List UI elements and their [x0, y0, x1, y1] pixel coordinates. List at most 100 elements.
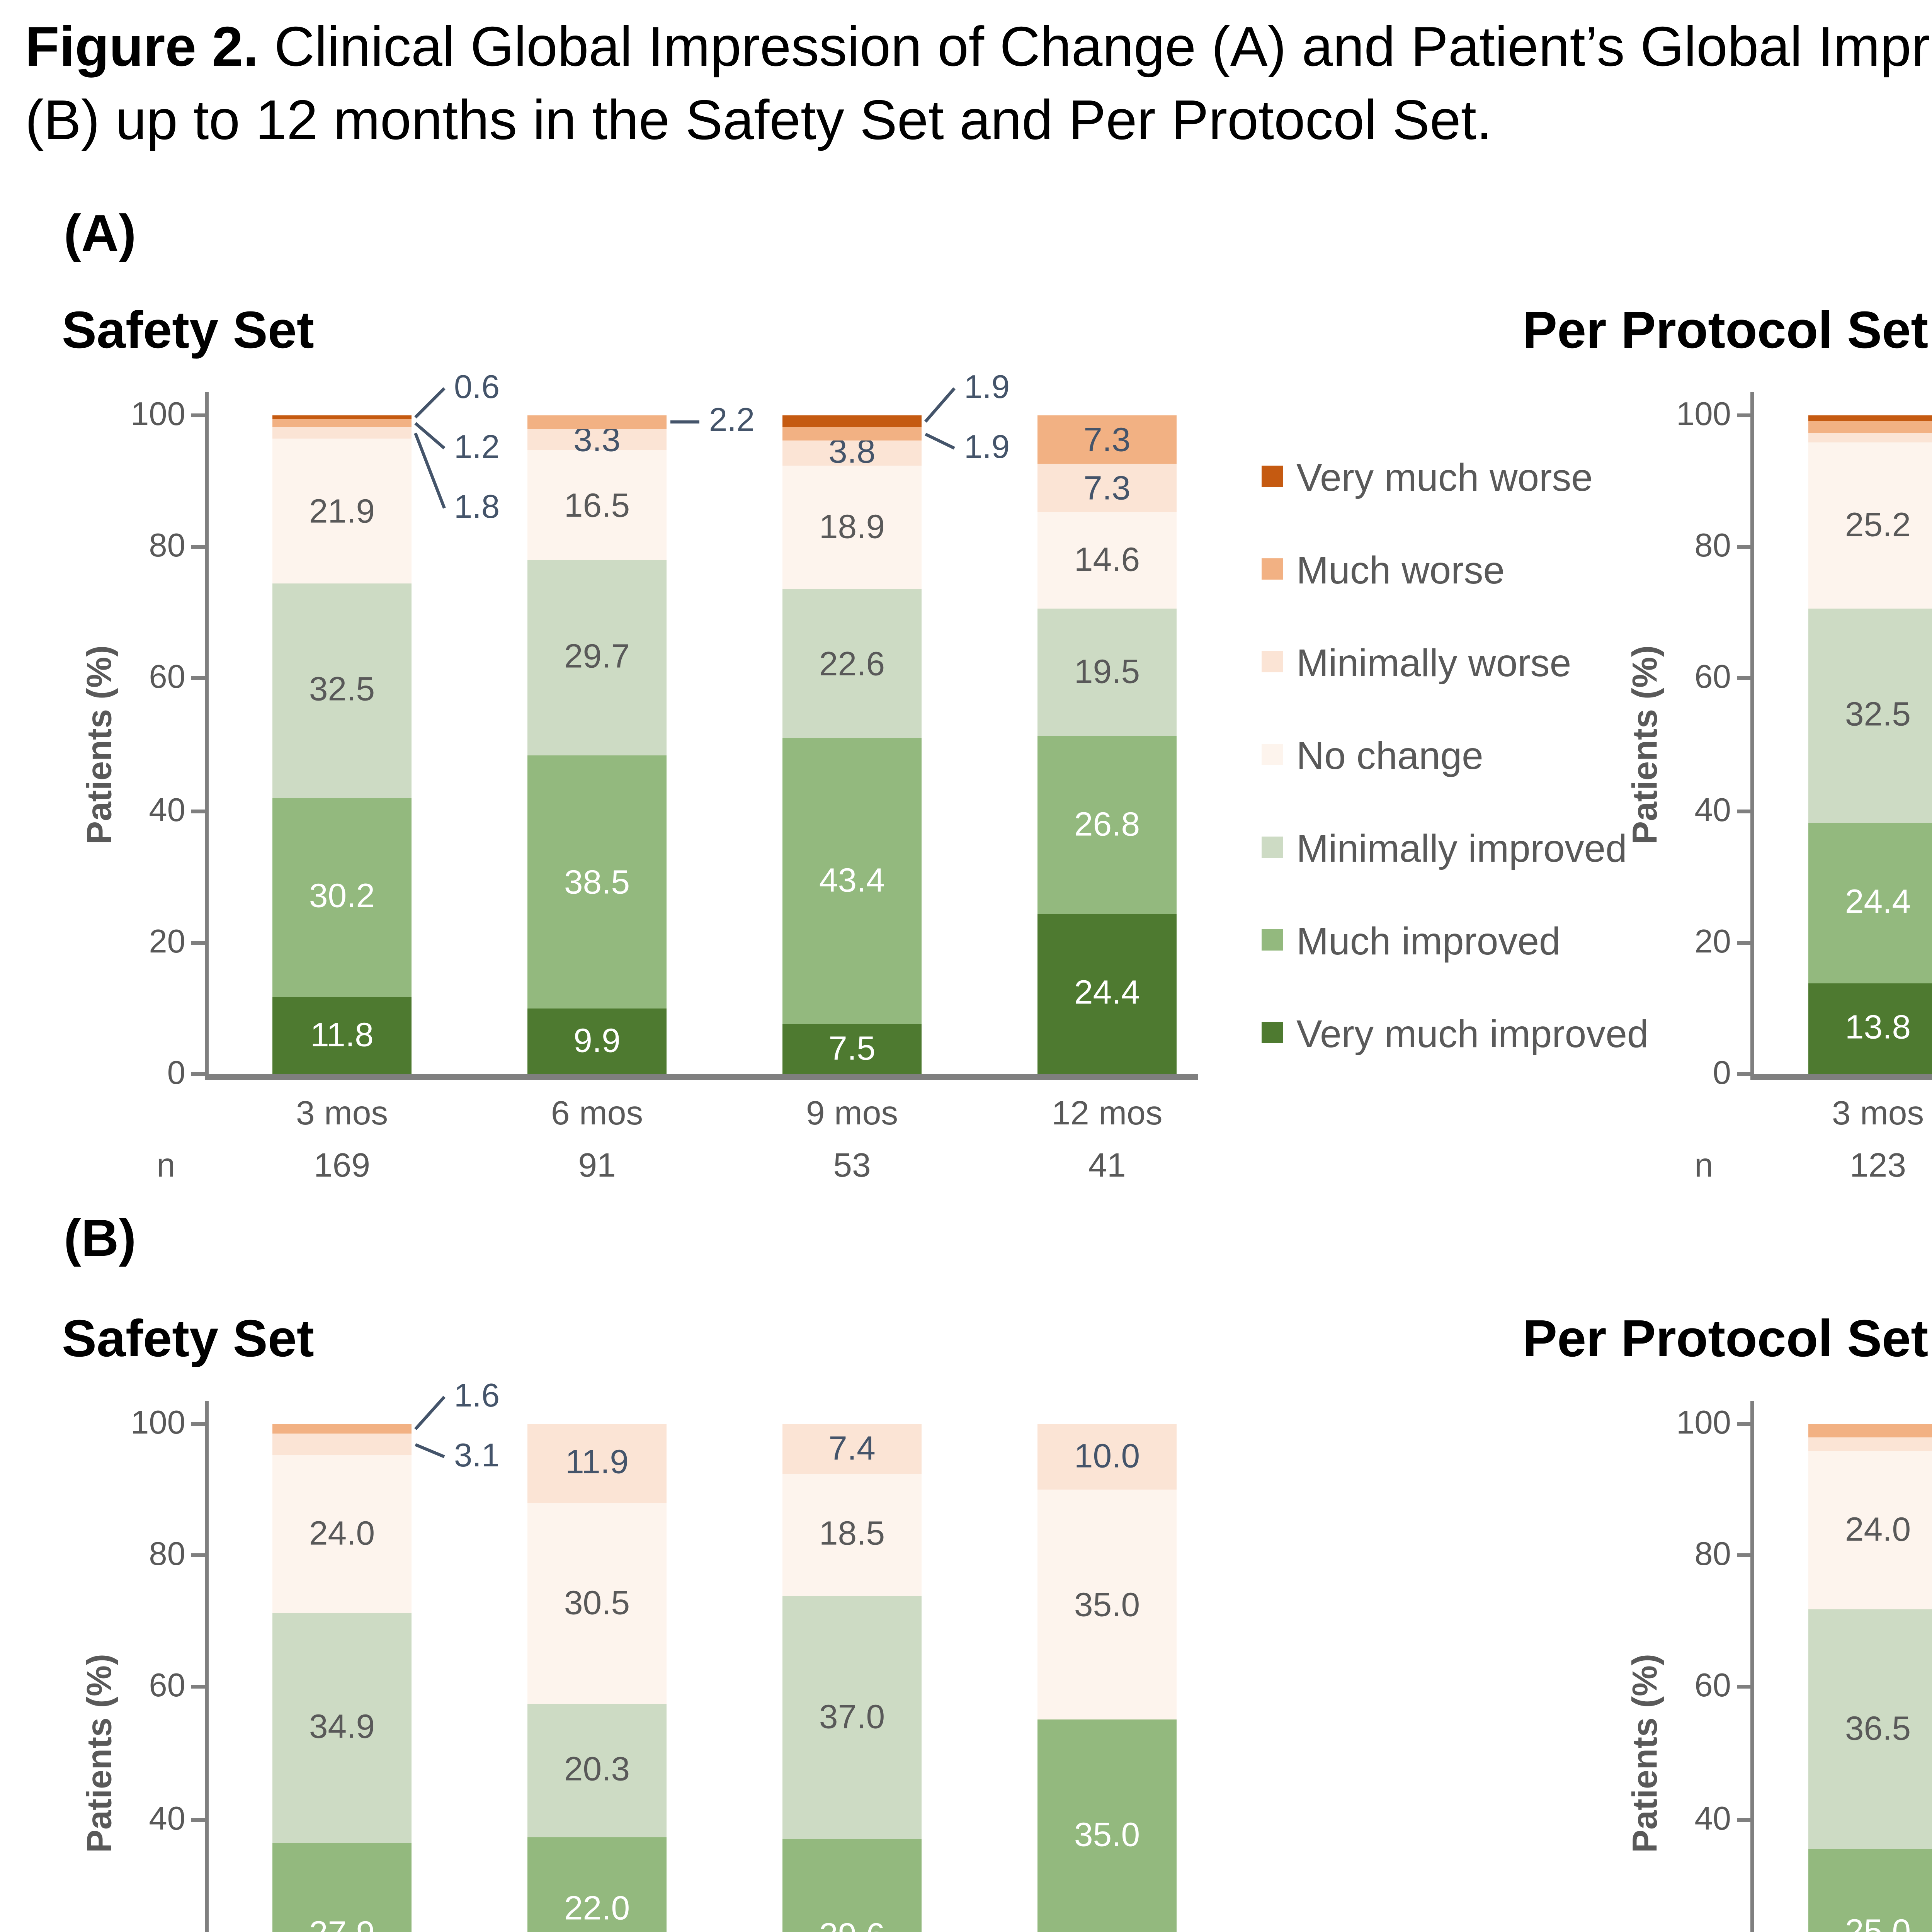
y-tick-mark [191, 1685, 209, 1690]
n-row-header: n [1694, 1146, 1713, 1184]
y-tick-label: 20 [149, 923, 185, 960]
callout-line [925, 432, 955, 450]
bar-segment [1037, 1720, 1177, 1932]
bar-segment [1037, 1490, 1177, 1721]
bar-segment-label: 29.7 [564, 637, 630, 676]
bar-segment [1808, 1451, 1932, 1609]
y-tick-label: 100 [131, 396, 185, 433]
bar-segment [1808, 1849, 1932, 1932]
y-tick-label: 0 [1713, 1055, 1731, 1092]
bar-segment-label: 22.0 [564, 1889, 630, 1928]
y-tick-label: 60 [149, 1668, 185, 1705]
bar-segment [527, 755, 667, 1009]
bar-segment-label: 19.5 [1074, 652, 1140, 691]
bar-segment-label: 35.0 [1074, 1815, 1140, 1854]
bar-segment [1037, 737, 1177, 913]
bar-segment-label: 13.8 [1845, 1008, 1911, 1047]
n-value: 123 [1849, 1146, 1906, 1184]
chart-title-a-per-protocol-set: Per Protocol Set [1522, 301, 1929, 359]
callout-label: 1.2 [454, 429, 500, 466]
n-value: 41 [1088, 1146, 1126, 1184]
bar-segment [1037, 608, 1177, 737]
callout-label: 1.9 [964, 429, 1010, 466]
bar-segment [1808, 416, 1932, 422]
chart-title-a-safety-set: Safety Set [62, 301, 314, 359]
bar-segment [1808, 1609, 1932, 1850]
bar-segment-label: 9.9 [573, 1021, 621, 1060]
y-tick-mark [191, 1817, 209, 1821]
chart-title-b-per-protocol-set: Per Protocol Set [1522, 1310, 1929, 1368]
y-tick-mark [191, 940, 209, 945]
bar-segment [272, 797, 412, 997]
y-tick-mark [1737, 808, 1754, 813]
y-tick-label: 100 [131, 1405, 185, 1441]
x-axis-line [204, 1074, 1197, 1079]
callout-label: 0.6 [454, 369, 500, 406]
bar-segment [272, 583, 412, 798]
bar-segment-label: 18.9 [819, 507, 885, 546]
figure-title-line1: Figure 2. Clinical Global Impression of … [25, 12, 1932, 85]
bar-segment [1037, 416, 1177, 464]
bar-segment [782, 1025, 922, 1074]
bar-segment-label: 36.5 [1845, 1709, 1911, 1748]
bar-segment-label: 20.3 [564, 1750, 630, 1789]
bar-segment-label: 18.5 [819, 1514, 885, 1553]
chart-title-b-safety-set: Safety Set [62, 1310, 314, 1368]
legend-label: Much worse [1296, 551, 1505, 593]
bar-segment [1808, 822, 1932, 983]
bar-segment [782, 465, 922, 590]
figure-title-line2: (B) up to 12 months in the Safety Set an… [25, 91, 1492, 153]
bar-segment-label: 30.5 [564, 1582, 630, 1621]
y-tick-label: 80 [149, 1536, 185, 1573]
bar-segment-label: 14.6 [1074, 540, 1140, 579]
bar-segment [272, 427, 412, 439]
legend-label: Much improved [1296, 922, 1561, 964]
bar-segment-label: 22.6 [819, 644, 885, 683]
figure-title-text: Clinical Global Impression of Change (A)… [274, 17, 1932, 79]
bar-segment-label: 21.9 [309, 491, 375, 530]
y-axis-line [1750, 1401, 1754, 1932]
bar-segment-label: 24.0 [1845, 1509, 1911, 1548]
bar-segment [272, 1424, 412, 1435]
bar-segment [527, 1837, 667, 1932]
bar-segment [1808, 608, 1932, 823]
bar-segment-label: 7.3 [1083, 468, 1131, 507]
bar-segment-label: 24.4 [1074, 973, 1140, 1012]
callout-line [414, 422, 446, 450]
panel-label-a: (A) [64, 205, 136, 263]
y-tick-mark [1737, 545, 1754, 549]
y-tick-mark [1737, 1072, 1754, 1077]
bar-segment-label: 24.0 [309, 1514, 375, 1553]
y-tick-label: 40 [1694, 1799, 1731, 1837]
bar-segment-label: 32.5 [309, 670, 375, 709]
n-value: 53 [833, 1146, 871, 1184]
bar-segment [782, 428, 922, 440]
bar-segment-label: 27.9 [309, 1915, 375, 1932]
legend-label: Minimally worse [1296, 643, 1571, 686]
y-tick-mark [191, 1072, 209, 1077]
bar-segment-label: 30.2 [309, 876, 375, 915]
bar-segment [1037, 512, 1177, 609]
bar-segment [272, 1434, 412, 1455]
bar-segment [527, 451, 667, 560]
bar-segment-label: 11.8 [310, 1015, 374, 1054]
bar-segment [272, 1843, 412, 1932]
y-tick-label: 40 [1694, 791, 1731, 828]
bar-segment [527, 1009, 667, 1074]
y-tick-label: 0 [167, 1055, 185, 1092]
bar-segment-label: 29.6 [819, 1916, 885, 1932]
bar-segment [782, 590, 922, 739]
bar-segment [1037, 464, 1177, 512]
y-tick-mark [191, 545, 209, 549]
callout-line [414, 432, 446, 509]
callout-label: 1.8 [454, 489, 500, 526]
y-tick-label: 40 [149, 1799, 185, 1837]
bar-segment [1808, 442, 1932, 609]
x-category-label: 12 mos [1051, 1094, 1163, 1132]
bar-segment [527, 415, 667, 429]
bar-segment-label: 25.2 [1845, 505, 1911, 544]
x-category-label: 6 mos [551, 1094, 643, 1132]
y-tick-label: 80 [149, 527, 185, 565]
bar-segment-label: 37.0 [819, 1697, 885, 1736]
